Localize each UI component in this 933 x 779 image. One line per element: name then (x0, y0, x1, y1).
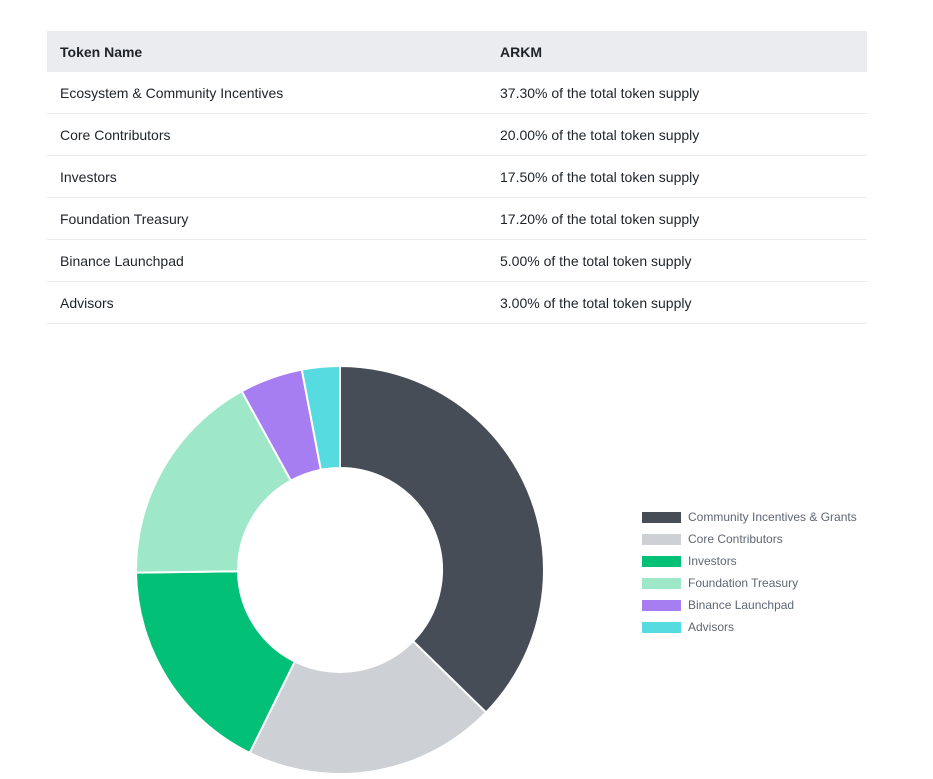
donut-slices (135, 364, 545, 775)
token-name-cell: Ecosystem & Community Incentives (47, 72, 487, 114)
legend-swatch (642, 511, 681, 523)
allocation-cell: 17.50% of the total token supply (487, 155, 867, 198)
legend-label: Advisors (688, 620, 735, 634)
allocation-cell: 17.20% of the total token supply (487, 197, 867, 240)
legend-item: Binance Launchpad (642, 594, 857, 616)
table-row: Advisors 3.00% of the total token supply (47, 281, 867, 324)
donut-slice-community-incentives-grants (339, 364, 545, 714)
legend-label: Foundation Treasury (688, 576, 799, 590)
donut-chart (135, 364, 545, 775)
column-header-token-name: Token Name (47, 31, 487, 72)
donut-slice-core-contributors (248, 639, 488, 775)
legend-item: Community Incentives & Grants (642, 506, 857, 528)
table-row: Foundation Treasury 17.20% of the total … (47, 197, 867, 240)
legend-swatch (642, 599, 681, 611)
legend-label: Community Incentives & Grants (688, 510, 857, 524)
legend-label: Binance Launchpad (688, 598, 795, 612)
legend-item: Foundation Treasury (642, 572, 857, 594)
allocation-cell: 20.00% of the total token supply (487, 113, 867, 156)
token-name-cell: Binance Launchpad (47, 239, 487, 282)
token-name-cell: Investors (47, 155, 487, 198)
table-header-row: Token Name ARKM (47, 31, 867, 72)
token-allocation-table: Token Name ARKM Ecosystem & Community In… (47, 31, 867, 324)
token-name-cell: Foundation Treasury (47, 197, 487, 240)
legend-label: Investors (688, 554, 737, 568)
allocation-cell: 37.30% of the total token supply (487, 72, 867, 114)
chart-legend: Community Incentives & Grants Core Contri… (642, 506, 857, 638)
legend-swatch (642, 533, 681, 545)
legend-item: Core Contributors (642, 528, 857, 550)
legend-swatch (642, 555, 681, 567)
donut-slice-advisors (300, 364, 341, 471)
token-name-cell: Advisors (47, 281, 487, 324)
token-name-cell: Core Contributors (47, 113, 487, 156)
donut-slice-foundation-treasury (135, 389, 293, 574)
column-header-arkm: ARKM (487, 31, 867, 72)
table-row: Ecosystem & Community Incentives 37.30% … (47, 72, 867, 114)
legend-swatch (642, 621, 681, 633)
allocation-cell: 3.00% of the total token supply (487, 281, 867, 324)
legend-item: Advisors (642, 616, 857, 638)
legend-swatch (642, 577, 681, 589)
table-row: Core Contributors 20.00% of the total to… (47, 113, 867, 156)
donut-slice-investors (135, 570, 297, 755)
table-row: Binance Launchpad 5.00% of the total tok… (47, 239, 867, 282)
legend-label: Core Contributors (688, 532, 783, 546)
legend-item: Investors (642, 550, 857, 572)
allocation-cell: 5.00% of the total token supply (487, 239, 867, 282)
table-row: Investors 17.50% of the total token supp… (47, 155, 867, 198)
